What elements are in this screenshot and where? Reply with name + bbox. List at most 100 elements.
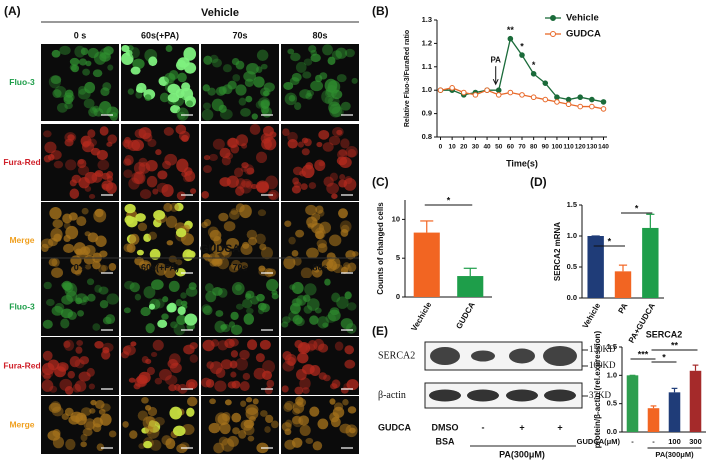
cell: [50, 75, 62, 85]
cell: [80, 47, 89, 56]
cell: [141, 355, 149, 364]
cell: [213, 257, 222, 265]
y-tick-label: 1.1: [422, 62, 432, 71]
cell: [84, 264, 92, 270]
cell: [253, 367, 266, 380]
cell: [240, 108, 251, 117]
cell: [219, 177, 231, 187]
cell: [189, 354, 198, 363]
cell: [65, 438, 76, 451]
y-tick-label: 1.0: [567, 231, 577, 240]
sig-label: *: [608, 236, 612, 246]
panel-label: (B): [372, 4, 389, 18]
y-tick-label: 0.5: [607, 399, 617, 408]
cell: [294, 102, 302, 111]
cell: [324, 95, 333, 105]
cell: [224, 399, 232, 406]
cell: [62, 282, 72, 291]
y-tick-label: 10: [392, 214, 400, 223]
cell: [329, 412, 340, 423]
cell: [152, 339, 164, 351]
y-tick-label: 0.0: [567, 293, 577, 302]
cell: [212, 138, 225, 150]
cell: [56, 102, 68, 113]
cell: [43, 373, 51, 380]
cell: [81, 407, 92, 416]
cell: [153, 209, 166, 221]
cell: [180, 292, 187, 299]
cell: [181, 171, 188, 177]
cell: [47, 153, 55, 161]
cell: [302, 364, 315, 375]
cell: [267, 189, 279, 201]
cell: [211, 58, 222, 68]
cell: [329, 307, 340, 316]
cell: [185, 379, 198, 390]
x-tick-label: PA: [616, 301, 629, 315]
cell: [169, 406, 183, 420]
cell: [266, 278, 279, 292]
cell: [314, 159, 326, 172]
cell: [318, 343, 329, 353]
cell: [66, 290, 78, 302]
cell: [254, 233, 266, 245]
sig-label: **: [671, 340, 679, 350]
cell: [231, 57, 240, 66]
cell: [259, 243, 267, 251]
cell: [176, 314, 187, 325]
cell: [138, 371, 151, 384]
cell: [221, 248, 230, 256]
x-axis-label: Time(s): [506, 158, 538, 168]
cell: [155, 298, 165, 309]
legend-label: Vehicle: [566, 13, 599, 24]
cell: [88, 383, 96, 390]
point: [507, 35, 514, 42]
cell: [242, 298, 253, 309]
point: [507, 89, 514, 96]
cell: [150, 439, 162, 451]
cell: [226, 175, 239, 188]
panel-label: (C): [372, 175, 389, 189]
cell: [346, 379, 359, 391]
cell: [167, 358, 179, 369]
cell: [102, 346, 110, 354]
cell: [203, 165, 212, 173]
cell: [43, 130, 52, 138]
cell: [328, 234, 342, 247]
cell: [78, 58, 87, 66]
cell: [59, 45, 71, 56]
cell: [63, 243, 75, 253]
cell: [261, 106, 273, 118]
time-label: 80s: [312, 30, 327, 40]
lane-label: BSA: [435, 436, 455, 446]
x-tick-label: 100: [552, 144, 563, 151]
cell: [293, 256, 302, 266]
cell: [317, 243, 328, 253]
cell: [344, 48, 355, 58]
cell: [146, 366, 155, 376]
cell: [291, 185, 301, 194]
cell: [246, 307, 254, 315]
cell: [336, 74, 347, 83]
cell: [304, 283, 317, 296]
cell: [168, 255, 177, 263]
cell: [176, 107, 189, 121]
cell: [323, 176, 334, 187]
blot-band: [544, 389, 576, 402]
cell: [203, 55, 213, 65]
cell: [81, 207, 89, 215]
cell: [139, 189, 152, 200]
cell: [64, 101, 73, 110]
y-axis-label: Relative Fluo-3/FuraRed ratio: [404, 30, 411, 127]
cell: [339, 156, 352, 168]
cell: [312, 441, 323, 451]
cell: [241, 162, 249, 169]
x-tick-label: 10: [449, 144, 457, 151]
group-title: GUDCA: [200, 243, 240, 255]
sig-label: *: [635, 203, 639, 213]
cell: [86, 278, 95, 286]
cell: [97, 159, 110, 171]
cell: [49, 385, 58, 393]
cell: [161, 313, 169, 320]
x-tick-label: 40: [483, 144, 491, 151]
